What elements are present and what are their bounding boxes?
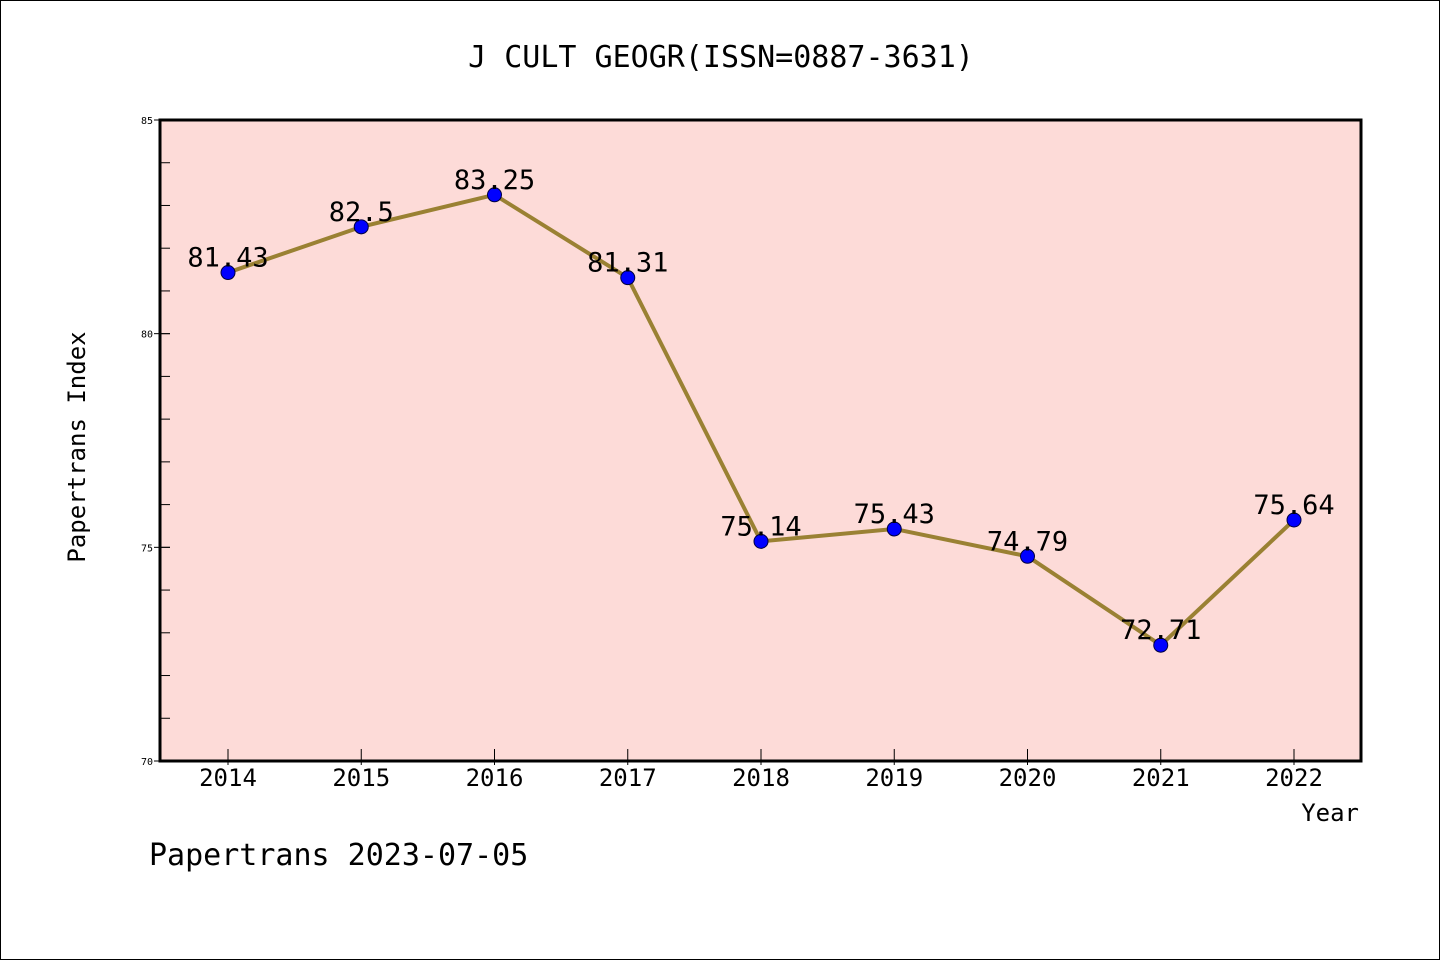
- data-point: [487, 187, 502, 203]
- data-label: 72.71: [1120, 615, 1201, 646]
- data-point: [753, 533, 769, 549]
- data-label: 83.25: [454, 165, 535, 196]
- x-tick-label: 2016: [466, 764, 524, 792]
- markers: [220, 187, 1302, 653]
- x-tick-label: 2015: [332, 764, 390, 792]
- data-point: [620, 270, 636, 286]
- x-tick-label: 2020: [999, 764, 1057, 792]
- data-point: [353, 219, 369, 235]
- y-tick-label: 70: [141, 757, 153, 768]
- x-tick-label: 2018: [732, 764, 790, 792]
- data-label: 81.43: [187, 243, 268, 274]
- data-labels: 81.43 82.5 83.25 81.31 75.14 75.43 74.79 72.71 7…: [187, 165, 1334, 646]
- x-tick-label: 2022: [1265, 764, 1323, 792]
- data-label: 82.5: [329, 197, 394, 228]
- x-tick-label: 2021: [1132, 764, 1190, 792]
- y-tick-label: 75: [141, 543, 153, 554]
- x-axis-label: Year: [1301, 799, 1359, 827]
- y-major-ticks: 70 75 80 85: [141, 116, 170, 768]
- data-point: [1153, 637, 1169, 653]
- x-tick-label: 2017: [599, 764, 657, 792]
- data-label: 75.43: [854, 499, 935, 530]
- chart-title: J CULT GEOGR(ISSN=0887-3631): [468, 40, 974, 75]
- y-tick-label: 80: [141, 330, 153, 341]
- data-label: 81.31: [587, 248, 668, 279]
- data-point: [1020, 548, 1035, 564]
- x-ticks: 2014 2015 2016 2017 2018 2019 2020 2021 2022: [199, 749, 1323, 792]
- x-tick-label: 2019: [865, 764, 923, 792]
- y-axis-label: Papertrans Index: [63, 331, 91, 562]
- data-point: [886, 521, 902, 537]
- data-label: 75.14: [720, 511, 801, 542]
- data-label: 75.64: [1253, 490, 1334, 521]
- footer-text: Papertrans 2023-07-05: [149, 838, 528, 873]
- x-tick-label: 2014: [199, 764, 257, 792]
- data-point: [1286, 512, 1302, 528]
- data-point: [220, 265, 236, 281]
- y-tick-label: 85: [141, 116, 153, 127]
- data-label: 74.79: [987, 526, 1068, 557]
